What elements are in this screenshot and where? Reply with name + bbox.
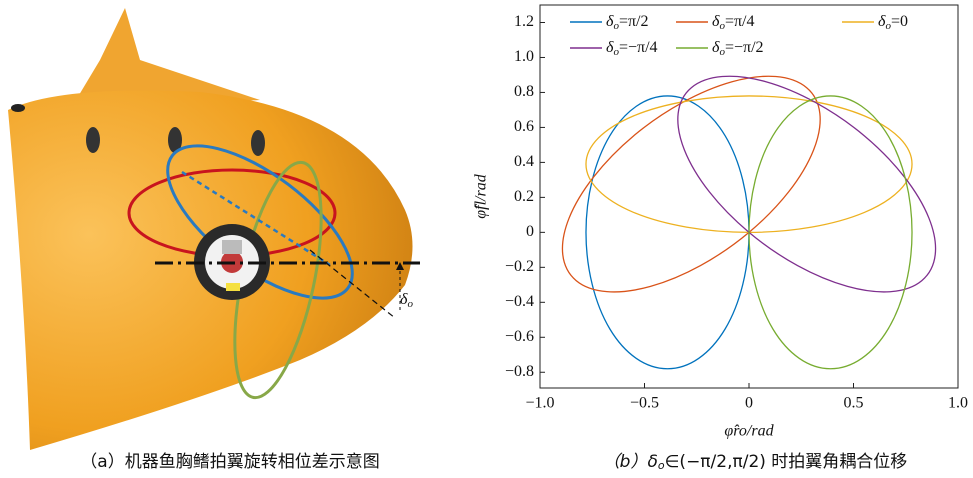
- y-tick-label: −0.2: [505, 258, 534, 275]
- y-tick-label: −0.8: [505, 363, 534, 380]
- x-tick-label: 1.0: [948, 395, 968, 412]
- y-tick-label: 0.2: [514, 188, 534, 205]
- y-tick-label: 1.0: [514, 48, 534, 65]
- plot-frame: [540, 5, 958, 388]
- y-tick-label: 0: [526, 223, 534, 240]
- y-tick-label: −0.4: [505, 293, 534, 310]
- curve: [586, 96, 912, 232]
- illustration: δo: [8, 8, 420, 450]
- legend-label: δo=0: [878, 13, 908, 32]
- angle-label: δo: [400, 291, 413, 310]
- y-tick-label: 0.4: [514, 153, 534, 170]
- y-tick-label: 1.2: [514, 13, 534, 30]
- legend-label: δo=π/4: [712, 13, 754, 32]
- legend-label: δo=π/2: [606, 13, 648, 32]
- x-tick-label: 0.5: [844, 395, 864, 412]
- caption-a: （a）机器鱼胸鳍拍翼旋转相位差示意图: [80, 452, 379, 472]
- legend-label: δo=−π/4: [606, 39, 658, 58]
- curve: [586, 96, 749, 369]
- plot: −1.0 −0.5 0 0.5 1.0 −0.8 −0.6 −0.4 −0.2 0 0.2 0.4 0.…: [473, 5, 968, 440]
- curve: [749, 96, 912, 369]
- caption-b: （b）δo∈(−π/2,π/2) 时拍翼角耦合位移: [603, 452, 908, 472]
- x-tick-label: 0: [745, 395, 753, 412]
- y-tick-label: 0.6: [514, 118, 534, 135]
- x-axis-label: φ̂ro/rad: [724, 423, 774, 440]
- y-axis-label: φ̂fl/rad: [473, 173, 490, 218]
- y-tick-label: 0.8: [514, 83, 534, 100]
- figure: δo （a）机器鱼胸鳍拍翼旋转相位差示意图 （b）δo∈(−π/2,π/2) 时…: [0, 0, 973, 478]
- x-tick-label: −1.0: [525, 395, 554, 412]
- y-tick-label: −0.6: [505, 328, 534, 345]
- curve: [678, 76, 936, 292]
- curve: [562, 76, 820, 292]
- x-tick-label: −0.5: [630, 395, 659, 412]
- legend-label: δo=−π/2: [712, 39, 764, 58]
